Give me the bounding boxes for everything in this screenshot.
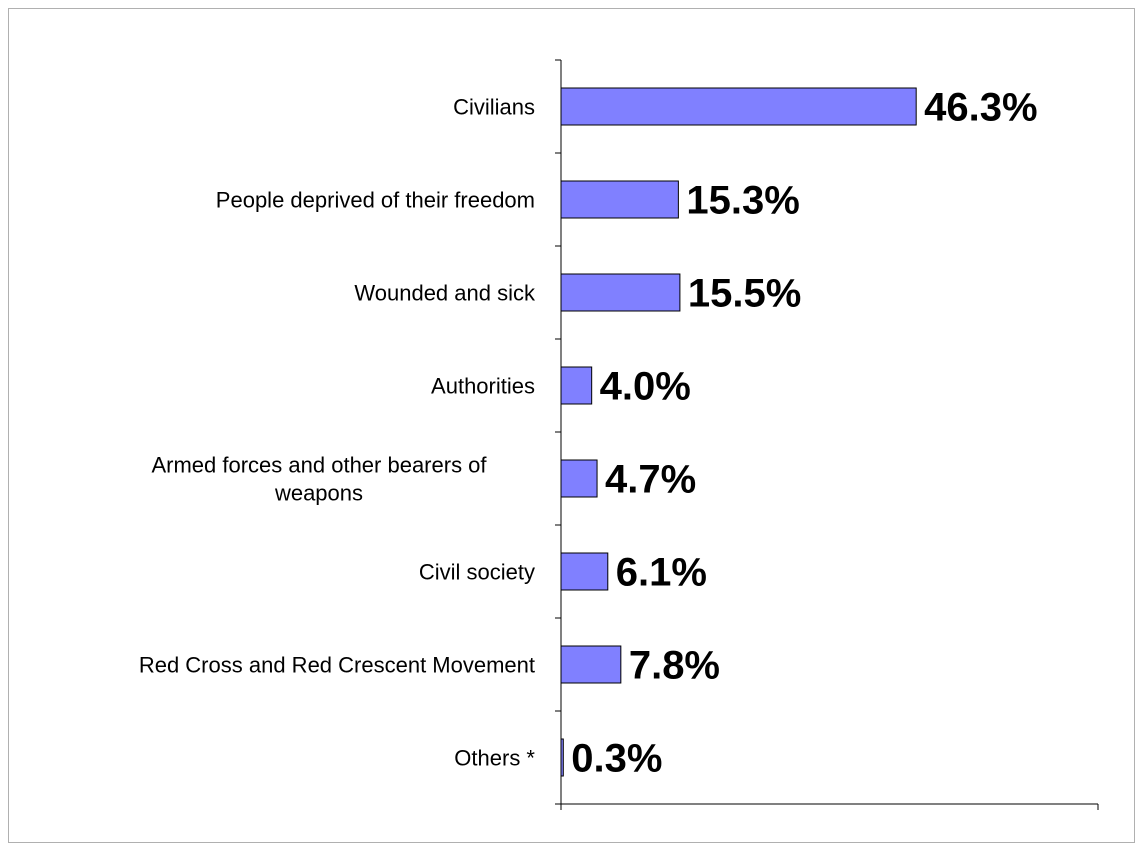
category-label: Wounded and sick [354,281,536,306]
data-label: 6.1% [616,551,707,595]
data-label: 46.3% [924,86,1037,130]
data-label: 7.8% [629,644,720,688]
data-label: 15.3% [686,179,799,223]
bar [560,366,593,405]
category-label: Civil society [419,560,535,585]
category-label: weapons [274,481,363,506]
data-label: 4.0% [600,365,691,409]
category-label: People deprived of their freedom [216,188,535,213]
plot-area: 46.3% Civilians 15.3% People deprived of th… [139,59,1099,810]
data-label: 0.3% [571,737,662,781]
bar [560,180,679,219]
bar [560,645,622,684]
bar [560,459,598,498]
category-label: Civilians [453,95,535,120]
chart-border [8,8,1135,843]
data-label: 4.7% [605,458,696,502]
category-label: Authorities [431,374,535,399]
bar [560,273,681,312]
category-label: Red Cross and Red Crescent Movement [139,653,535,678]
category-label: Others * [454,746,535,771]
bar [560,738,564,777]
bar [560,552,609,591]
data-label: 15.5% [688,272,801,316]
category-label: Armed forces and other bearers of [151,453,487,478]
bar [560,87,917,126]
